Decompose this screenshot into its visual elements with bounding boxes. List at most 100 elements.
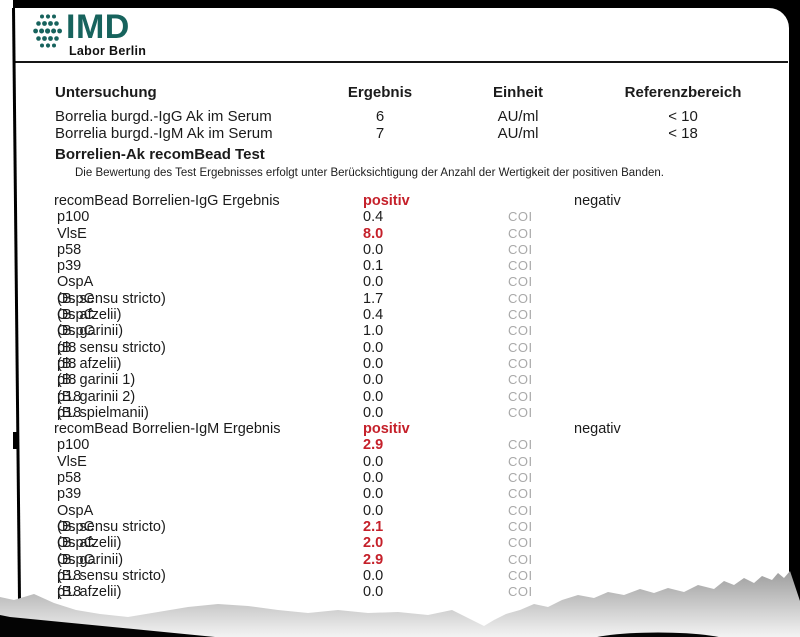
bead-value: 0.0 [363, 372, 384, 389]
bead-unit: COI [508, 567, 533, 583]
bead-antigen-row: p39 0.0 COI [0, 486, 800, 502]
bead-qualifier: (B. sensu stricto) [57, 339, 166, 356]
bead-value: 1.7 [363, 290, 384, 307]
bead-name: p18 [57, 388, 82, 405]
bead-unit: COI [508, 437, 533, 453]
bead-name: p39 [57, 486, 82, 503]
bead-antigen-row: pl8 (B. afzelii) 0.0 COI [0, 356, 800, 372]
col-header-ergebnis: Ergebnis [347, 84, 413, 101]
bead-antigen-row: VlsE 0.0 COI [0, 454, 800, 470]
bead-name: p100 [57, 437, 90, 454]
summary-row: Borrelia burgd.-IgM Ak im Serum 7 AU/ml … [0, 125, 800, 142]
bead-name: OspC [57, 307, 95, 324]
bead-antigen-row: OspC (B. sensu stricto) 2.1 COI [0, 519, 800, 535]
bead-qualifier: (B. afzelii) [57, 584, 122, 601]
bead-name: OspC [57, 290, 95, 307]
bead-antigen-row: p18 (B. spielmanii) 0.0 COI [0, 405, 800, 421]
bead-unit: COI [508, 502, 533, 518]
torn-paper-edge [0, 571, 800, 637]
bead-antigen-row: OspC (B. garinii) 2.9 COI [0, 552, 800, 568]
bead-name: OspC [57, 551, 95, 568]
bead-qualifier: (B. afzelii) [57, 355, 122, 372]
analyte-reference: < 10 [668, 108, 698, 125]
bead-value: 0.0 [363, 404, 384, 421]
photo-background-right [789, 0, 800, 630]
bead-value: 2.9 [363, 551, 384, 568]
bead-name: OspC [57, 518, 95, 535]
bead-unit: COI [508, 372, 533, 388]
bead-antigen-row: OspC (B. afzelii) 0.4 COI [0, 307, 800, 323]
bead-name: OspC [57, 535, 95, 552]
bead-unit: COI [508, 290, 533, 306]
bead-qualifier: (B. garinii) [57, 323, 124, 340]
bead-table: recomBead Borrelien-IgG Ergebnis positiv… [0, 193, 800, 600]
bead-value: 0.4 [363, 209, 384, 226]
bead-unit: COI [508, 225, 533, 241]
bead-antigen-row: p58 0.0 COI [0, 470, 800, 486]
bead-name: pl8 [57, 339, 77, 356]
imd-logo-dots-icon [33, 12, 63, 57]
bead-qualifier: (B. afzelii) [57, 307, 122, 324]
bead-unit: COI [508, 241, 533, 257]
bead-unit: COI [508, 355, 533, 371]
section-note: Die Bewertung des Test Ergebnisses erfol… [75, 167, 664, 179]
bead-antigen-row: OspA 0.0 COI [0, 274, 800, 290]
bead-antigen-row: p18 (B. garinii 2) 0.0 COI [0, 389, 800, 405]
bead-value: 0.0 [363, 502, 384, 519]
bead-name: p18 [57, 584, 82, 601]
bead-name: recomBead Borrelien-IgG Ergebnis [54, 193, 280, 209]
bead-value: 0.0 [363, 241, 384, 258]
bead-reference: negativ [574, 193, 621, 209]
bead-qualifier: (B. garinii 2) [57, 388, 136, 405]
analyte-unit: AU/ml [497, 108, 539, 125]
bead-value: 0.0 [363, 453, 384, 470]
bead-name: pl8 [57, 355, 77, 372]
bead-value: 2.9 [363, 437, 384, 454]
bead-qualifier: (B. garinii 1) [57, 372, 136, 389]
bead-unit: COI [508, 518, 533, 534]
bead-antigen-row: OspA 0.0 COI [0, 503, 800, 519]
col-header-einheit: Einheit [492, 84, 543, 101]
bead-antigen-row: p18 (B. sensu stricto) 0.0 COI [0, 568, 800, 584]
bead-antigen-row: OspC (B. afzelii) 2.0 COI [0, 535, 800, 551]
bead-value: 8.0 [363, 225, 384, 242]
analyte-result: 7 [375, 125, 385, 142]
bead-reference: negativ [574, 421, 621, 438]
bead-antigen-row: pl8 (B. sensu stricto) 0.0 COI [0, 340, 800, 356]
analyte-unit: AU/ml [497, 125, 539, 142]
summary-row: Borrelia burgd.-IgG Ak im Serum 6 AU/ml … [0, 108, 800, 125]
bead-antigen-row: OspC (B. garinii) 1.0 COI [0, 323, 800, 339]
analyte-reference: < 18 [668, 125, 698, 142]
bead-qualifier: (B. garinii) [57, 551, 124, 568]
bead-antigen-row: OspC (B. sensu stricto) 1.7 COI [0, 291, 800, 307]
bead-unit: COI [508, 584, 533, 600]
col-header-untersuchung: Untersuchung [55, 84, 157, 101]
bead-name: p100 [57, 209, 90, 226]
bead-result-row: recomBead Borrelien-IgG Ergebnis positiv… [0, 193, 800, 209]
bead-name: p18 [57, 404, 82, 421]
bead-value: 0.0 [363, 388, 384, 405]
paper-rounded-corner [756, 8, 789, 44]
bead-unit: COI [508, 453, 533, 469]
bead-antigen-row: p39 0.1 COI [0, 258, 800, 274]
bead-name: recomBead Borrelien-IgM Ergebnis [54, 421, 281, 438]
bead-value: 0.0 [363, 355, 384, 372]
bead-unit: COI [508, 274, 533, 290]
bead-name: OspA [57, 502, 94, 519]
bead-value: positiv [363, 421, 410, 438]
bead-qualifier: (B. sensu stricto) [57, 518, 166, 535]
bead-unit: COI [508, 339, 533, 355]
bead-value: 0.1 [363, 258, 384, 275]
bead-name: p39 [57, 258, 82, 275]
paper-left-edge-mark [13, 432, 19, 449]
bead-unit: COI [508, 551, 533, 567]
bead-value: positiv [363, 193, 410, 209]
bead-unit: COI [508, 486, 533, 502]
bead-name: p58 [57, 241, 82, 258]
analyte-name: Borrelia burgd.-IgG Ak im Serum [55, 108, 272, 125]
bead-name: pl8 [57, 372, 77, 389]
bead-value: 0.0 [363, 470, 384, 487]
bead-value: 1.0 [363, 323, 384, 340]
bead-antigen-row: p100 0.4 COI [0, 209, 800, 225]
